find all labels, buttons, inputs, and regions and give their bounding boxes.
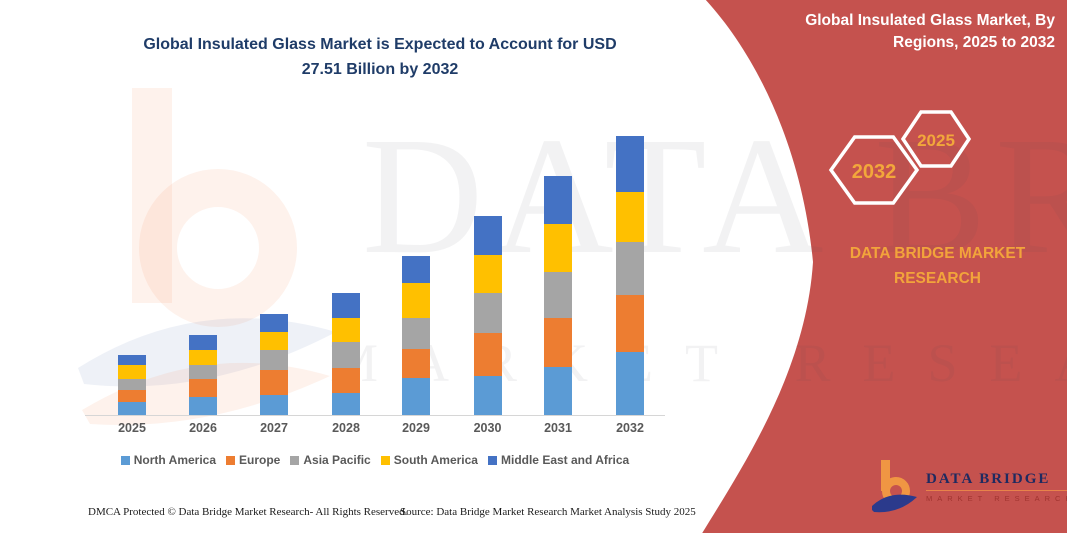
bar-segment	[260, 395, 288, 415]
legend-swatch	[226, 455, 236, 465]
legend-label: North America	[133, 453, 217, 467]
bar-segment	[544, 224, 572, 272]
bar-segment	[189, 350, 217, 366]
x-tick-label: 2028	[332, 421, 360, 435]
legend-swatch	[380, 455, 390, 465]
brand-logo: DATA BRIDGE MARKET RESEARCH	[872, 458, 1067, 516]
legend-item: Asia Pacific	[290, 453, 371, 467]
bar-segment	[332, 293, 360, 319]
bar-segment	[402, 378, 430, 415]
bar-segment	[189, 396, 217, 415]
bar-2030	[473, 215, 502, 415]
panel-brand-text: DATA BRIDGE MARKET RESEARCH	[815, 242, 1060, 292]
chart-title-line2: 27.51 Billion by 2032	[301, 60, 459, 78]
hexagon-2025	[900, 110, 972, 168]
bar-segment	[616, 242, 644, 295]
bar-segment	[260, 313, 288, 332]
chart-title-line1: Global Insulated Glass Market is Expecte…	[143, 36, 617, 53]
source-note: Source: Data Bridge Market Research Mark…	[400, 506, 696, 518]
legend-swatch	[290, 455, 300, 465]
x-tick-label: 2032	[616, 421, 644, 435]
bar-2032	[616, 136, 644, 415]
legend-label: Asia Pacific	[303, 453, 371, 467]
bar-segment	[544, 366, 572, 415]
legend-label: Middle East and Africa	[500, 453, 630, 467]
chart-title: Global Insulated Glass Market is Expecte…	[120, 33, 640, 83]
bar-segment	[189, 365, 217, 379]
legend-label: South America	[393, 453, 478, 467]
brand-text: DATA BRIDGE MARKET RESEARCH	[926, 471, 1067, 503]
bar-segment	[118, 402, 146, 415]
bar-segment	[189, 334, 217, 351]
legend-swatch	[120, 455, 130, 465]
legend-item: South America	[380, 453, 478, 467]
x-tick-label: 2026	[189, 421, 217, 435]
panel-brand-line2: RESEARCH	[894, 269, 981, 287]
bar-2027	[260, 313, 288, 415]
bar-2028	[332, 293, 360, 415]
bar-segment	[473, 332, 502, 376]
bar-segment	[332, 393, 360, 415]
bar-2025	[118, 354, 146, 415]
side-panel-title-line1: Global Insulated Glass Market, By	[805, 12, 1055, 29]
bar-segment	[189, 378, 217, 397]
x-tick-label: 2027	[260, 421, 288, 435]
bar-2031	[544, 175, 572, 415]
databridge-b-icon	[872, 460, 917, 513]
watermark-market-research: MARKET RESEARCH	[330, 333, 1067, 393]
brand-name: DATA BRIDGE	[926, 471, 1067, 491]
x-axis-labels: 2025 2026 2027 2028 2029 2030 2031 2032	[85, 421, 665, 441]
bar-segment	[473, 293, 502, 333]
x-tick-label: 2030	[473, 421, 502, 435]
bar-segment	[118, 354, 146, 366]
bar-segment	[616, 136, 644, 192]
brand-subtitle: MARKET RESEARCH	[926, 494, 1067, 503]
bar-segment	[473, 376, 502, 415]
stacked-bar-plot	[85, 130, 665, 416]
bar-segment	[332, 341, 360, 369]
legend-label: Europe	[239, 453, 281, 467]
bar-segment	[332, 368, 360, 394]
bar-segment	[402, 283, 430, 319]
legend-item: Europe	[226, 453, 280, 467]
bar-2029	[402, 256, 430, 415]
chart-legend: North America Europe Asia Pacific South Ame…	[85, 453, 665, 467]
bar-segment	[616, 295, 644, 352]
x-tick-label: 2029	[402, 421, 430, 435]
bar-segment	[260, 331, 288, 350]
legend-item: Middle East and Africa	[487, 453, 630, 467]
bar-segment	[544, 271, 572, 319]
bar-segment	[473, 254, 502, 294]
hexagon-2032-label: 2032	[852, 161, 897, 183]
bar-segment	[402, 256, 430, 284]
legend-item: North America	[120, 453, 217, 467]
bar-segment	[473, 215, 502, 255]
legend-swatch	[487, 455, 497, 465]
x-tick-label: 2025	[118, 421, 146, 435]
bar-segment	[616, 191, 644, 242]
hexagon-badges: 2032 2025	[828, 110, 972, 205]
bar-segment	[616, 352, 644, 415]
hexagon-2032	[828, 135, 920, 205]
bar-segment	[118, 365, 146, 380]
bar-segment	[260, 349, 288, 370]
bar-segment	[118, 390, 146, 402]
bar-segment	[544, 175, 572, 225]
x-tick-label: 2031	[544, 421, 572, 435]
bar-segment	[402, 349, 430, 379]
side-panel-title: Global Insulated Glass Market, By Region…	[770, 10, 1055, 55]
bar-segment	[118, 379, 146, 391]
hexagon-2025-label: 2025	[917, 131, 955, 150]
bar-segment	[332, 318, 360, 342]
dmca-notice: DMCA Protected © Data Bridge Market Rese…	[88, 506, 408, 518]
panel-brand-line1: DATA BRIDGE MARKET	[849, 245, 1026, 262]
bar-segment	[260, 369, 288, 395]
bar-segment	[402, 318, 430, 350]
side-panel-title-line2: Regions, 2025 to 2032	[893, 34, 1055, 52]
bar-segment	[544, 318, 572, 367]
bar-2026	[189, 334, 217, 415]
